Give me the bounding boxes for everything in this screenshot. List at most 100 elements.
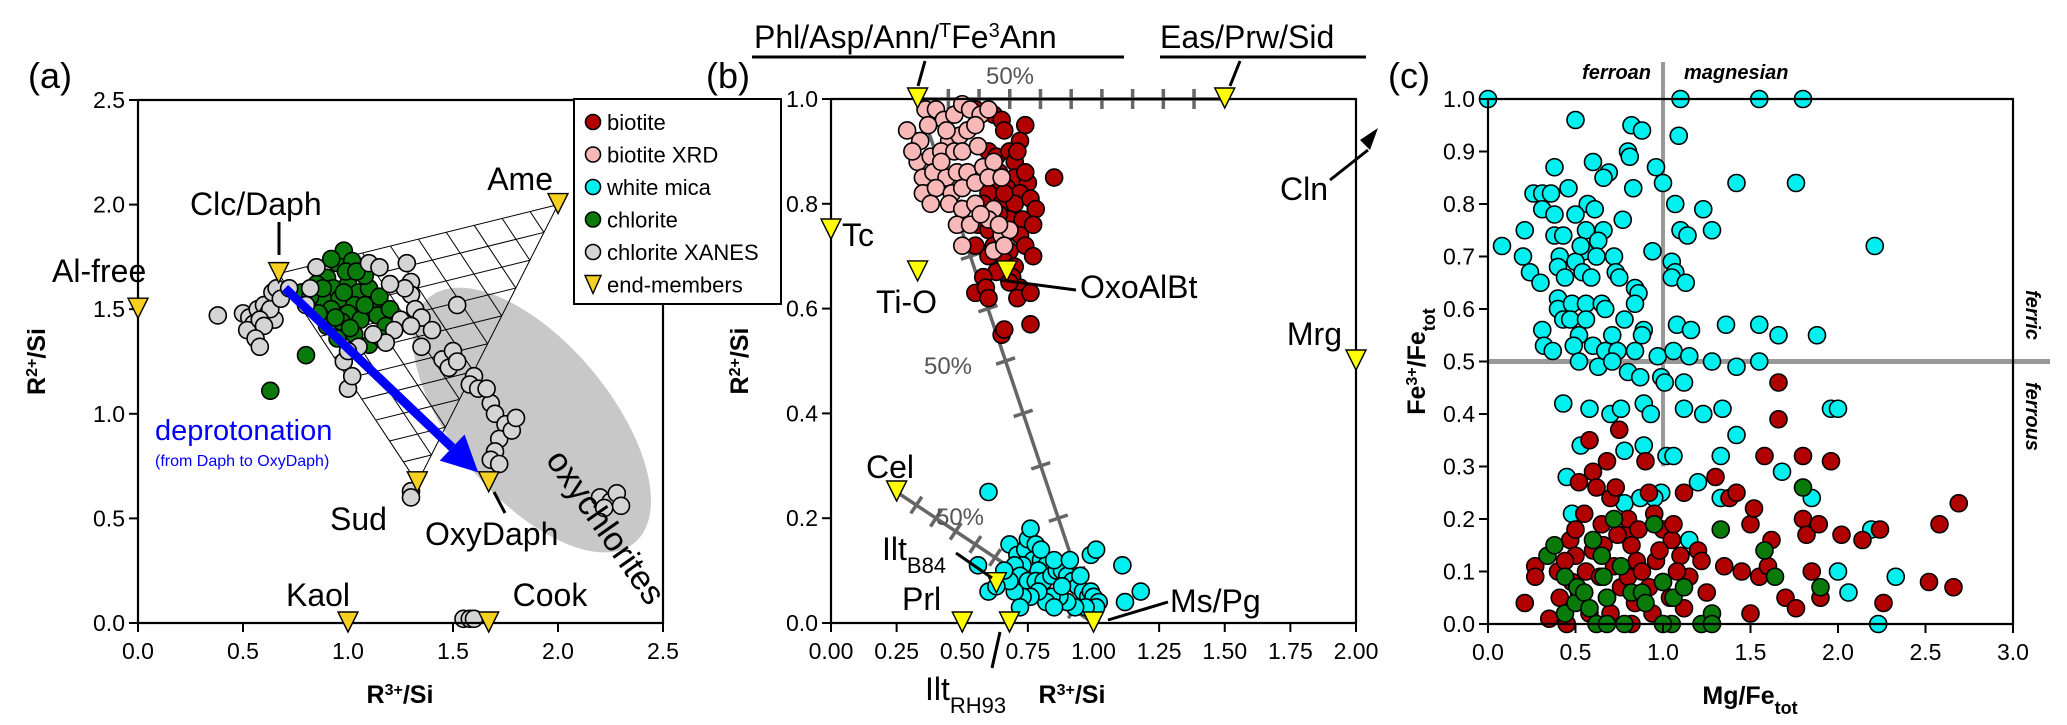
data-point-chlorite (1583, 530, 1603, 550)
data-point-white-mica (1588, 231, 1608, 251)
leader-line (999, 278, 1077, 292)
end-member-marker (546, 192, 570, 216)
x-tick-label: 0.0 (1472, 639, 1504, 665)
data-point-white-mica (1674, 373, 1694, 392)
data-point-biotite (1515, 593, 1535, 613)
data-point-white-mica (1625, 294, 1645, 314)
data-point-white-mica (1625, 341, 1645, 361)
data-point-white-mica (1648, 346, 1668, 366)
y-tick-label: 0.0 (93, 610, 125, 636)
data-point-white-mica (1543, 341, 1563, 361)
y-axis-label-part: /Fe (1403, 331, 1431, 367)
data-point-white-mica (1655, 373, 1675, 392)
data-point-white-mica (1559, 178, 1578, 198)
x-tick-label: 2.5 (647, 638, 679, 664)
tie-line-tick (1048, 513, 1069, 524)
grid-line (445, 231, 503, 317)
end-member-marker (336, 611, 360, 634)
data-point-white-mica (1115, 592, 1135, 612)
data-point-white-mica (1727, 425, 1746, 445)
data-point-biotite-xrd (971, 204, 990, 224)
end-member-marker (819, 218, 843, 241)
grid-line (361, 371, 474, 400)
data-point-white-mica (1713, 399, 1732, 419)
data-point-white-mica (1641, 404, 1661, 424)
data-point-white-mica (1665, 194, 1685, 214)
data-point-chlorite-xanes (370, 258, 389, 277)
leader-line (916, 60, 927, 87)
y-tick-label: 1.0 (786, 86, 818, 112)
end-member-marker (267, 261, 290, 285)
data-point-white-mica (1646, 157, 1666, 177)
end-member-marker (995, 260, 1019, 283)
data-point-biotite (1769, 373, 1788, 392)
data-point-chlorite (1597, 588, 1617, 608)
tie-line-tick (988, 548, 1003, 567)
legend-label: end-members (607, 273, 743, 298)
data-point-white-mica (1566, 110, 1585, 130)
y-tick-label: 1.0 (93, 401, 125, 427)
legend-label: white mica (606, 175, 712, 200)
deprotonation-label: deprotonation (155, 415, 332, 447)
x-tick-label: 0.50 (940, 638, 985, 664)
data-point-chlorite-xanes (208, 306, 228, 325)
end-member-marker (1082, 611, 1105, 634)
end-member-label: OxoAlBt (1080, 269, 1197, 305)
data-point-white-mica (1564, 336, 1584, 356)
data-point-biotite (1566, 520, 1585, 539)
x-tick-label: 0.75 (1005, 638, 1050, 664)
axes-c: 0.0 0.5 1.0 1.5 2.0 2.5 3.0 0.0 0.1 0.2 0.3 0.4 0.5 0… (1403, 86, 2029, 718)
x-axis-label-part: 3+ (385, 682, 403, 699)
data-point-biotite (1727, 483, 1746, 503)
grid-line (473, 225, 517, 289)
end-members-a: Al-free Clc/Daph Ame Sud OxyDaph Kaol Cook (52, 161, 589, 634)
data-point-chlorite (296, 345, 316, 365)
data-point-chlorite (1604, 509, 1624, 529)
data-point-biotite (1949, 493, 1969, 513)
panel-b: (b) 50% 50% 50% 0.00 0.25 0.50 0.75 1.00 1.25 1.… (706, 19, 1378, 718)
data-point-biotite (994, 121, 1014, 140)
data-point-white-mica (1674, 399, 1694, 419)
data-point-white-mica (1749, 315, 1769, 335)
end-member-label-ilt-rh93: IltRH93 (925, 671, 1006, 718)
data-point-white-mica (1604, 247, 1624, 266)
data-point-white-mica (1569, 352, 1589, 371)
end-member-label: Mrg (1287, 316, 1342, 352)
header-label-phl: Phl/Asp/Ann/TFe3Ann (754, 19, 1057, 55)
data-point-biotite (1639, 483, 1659, 503)
label-part: B84 (907, 553, 946, 578)
y-tick-label: 0.5 (93, 505, 125, 531)
end-member-marker (406, 471, 429, 494)
data-point-biotite-xrd (992, 168, 1011, 187)
end-member-label: Cook (513, 577, 589, 613)
data-point-white-mica (1044, 550, 1064, 570)
data-point-chlorite-xanes (376, 333, 396, 352)
end-member-marker (951, 611, 974, 634)
data-point-white-mica (1531, 273, 1550, 293)
data-point-white-mica (1669, 126, 1689, 146)
y-tick-label: 2.0 (93, 192, 125, 218)
arrow-shaft (281, 285, 456, 451)
y-tick-label: 0.4 (786, 400, 818, 426)
data-point-white-mica (1681, 320, 1701, 340)
data-point-white-mica (1653, 173, 1673, 193)
data-point-biotite (1802, 562, 1822, 581)
data-point-white-mica (1513, 247, 1533, 266)
y-axis-label-part: R (726, 376, 754, 394)
legend-label: biotite (607, 110, 666, 135)
data-point-biotite (1874, 593, 1893, 613)
y-tick-label: 0.8 (1443, 191, 1475, 217)
data-point-chlorite (1636, 593, 1655, 613)
header-part: Fe (951, 19, 988, 55)
y-tick-label: 0.0 (1443, 611, 1475, 637)
end-member-marker (885, 480, 908, 503)
data-point-chlorite (1592, 546, 1612, 566)
x-tick-label: 2.0 (1822, 639, 1854, 665)
data-point-biotite (1015, 163, 1035, 182)
data-point-white-mica (1615, 441, 1634, 461)
data-point-biotite (1793, 509, 1813, 529)
data-point-chlorite-xanes (300, 278, 320, 298)
data-point-biotite (1870, 520, 1890, 539)
data-point-chlorite-xanes (401, 488, 421, 507)
tie-line-tick (977, 303, 999, 314)
